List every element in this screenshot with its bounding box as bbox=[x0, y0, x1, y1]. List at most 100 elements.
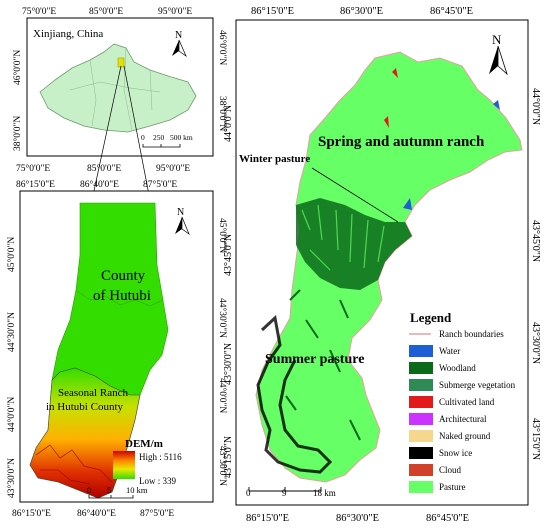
ranch-area-label: Seasonal Ranch bbox=[58, 387, 128, 399]
county-left-tick: 44°0'0"N bbox=[6, 397, 17, 432]
inset-right-tick: 38°0'0"N bbox=[217, 96, 228, 131]
legend-item-label: Submerge vegetation bbox=[439, 380, 516, 390]
spring-autumn-label: Spring and autumn ranch bbox=[318, 134, 485, 150]
snow-ice-patches bbox=[256, 315, 333, 474]
svg-text:0: 0 bbox=[246, 488, 251, 498]
county-right-tick: 44°0'0"N bbox=[217, 378, 228, 413]
svg-text:0: 0 bbox=[87, 485, 91, 495]
legend-item-label: Water bbox=[439, 346, 460, 356]
hutubi-location bbox=[117, 57, 125, 68]
legend-item-label: Architectural bbox=[439, 414, 487, 424]
inset-top-tick: 95°0'0"E bbox=[158, 6, 192, 17]
inset-left-tick: 38°0'0"N bbox=[12, 116, 23, 151]
county-scalebar: 0 5 10 km bbox=[87, 485, 148, 499]
summer-woodland bbox=[285, 289, 361, 441]
svg-text:N: N bbox=[177, 207, 184, 218]
legend-swatch bbox=[409, 345, 433, 357]
county-map: County of Hutubi Seasonal Ranch in Hutub… bbox=[6, 179, 228, 519]
county-right-tick: 43°30'0"N bbox=[217, 446, 228, 486]
inset-north-arrow: N bbox=[172, 30, 187, 58]
county-bottom-tick: 86°15'0"E bbox=[12, 508, 51, 519]
land-cover-legend: Legend Ranch boundaries Water Woodland Subm… bbox=[405, 306, 523, 503]
legend-swatch bbox=[409, 413, 433, 425]
svg-text:18 km: 18 km bbox=[313, 488, 336, 498]
county-label: County bbox=[101, 268, 146, 284]
legend-item-label: Cultivated land bbox=[439, 397, 495, 407]
inset-left-tick: 46°0'0"N bbox=[12, 50, 23, 85]
county-bottom-tick: 87°5'0"E bbox=[140, 508, 174, 519]
svg-text:N: N bbox=[175, 30, 182, 41]
legend-swatch bbox=[409, 464, 433, 476]
legend-swatch bbox=[409, 379, 433, 391]
county-top-tick: 86°15'0"E bbox=[16, 179, 55, 190]
dem-low-label: Low : 339 bbox=[139, 476, 176, 486]
ranch-left-tick: 44°0'0"N bbox=[223, 105, 234, 142]
legend-swatch bbox=[409, 481, 433, 493]
dem-high-label: High : 5116 bbox=[139, 452, 182, 462]
cultivated-patches bbox=[384, 68, 398, 128]
county-north-arrow: N bbox=[175, 207, 190, 235]
county-left-tick: 44°30'0"N bbox=[6, 312, 17, 352]
county-bottom-tick: 86°40'0"E bbox=[77, 508, 116, 519]
legend-item-label: Snow ice bbox=[439, 448, 472, 458]
dem-color-ramp bbox=[113, 451, 135, 479]
woodland-zone bbox=[296, 198, 412, 290]
ranch-right-tick: 43°30'0"N bbox=[530, 322, 541, 364]
ranch-bottom-tick: 86°30'0"E bbox=[336, 513, 379, 524]
ranch-left-tick: 43°30'0"N bbox=[223, 343, 234, 385]
winter-pasture-pointer bbox=[311, 167, 399, 223]
woodland-texture bbox=[301, 204, 385, 271]
legend-item-label: Naked ground bbox=[439, 431, 491, 441]
ranch-right-tick: 43°45'0"N bbox=[530, 220, 541, 262]
legend-swatch bbox=[409, 447, 433, 459]
ranch-scalebar: 0 9 18 km bbox=[246, 487, 336, 498]
inset-map: Xinjiang, China N 0 250 500 km 75°0'0"E … bbox=[12, 6, 228, 174]
inset-bottom-tick: 75°0'0"E bbox=[16, 163, 50, 174]
svg-text:250: 250 bbox=[153, 133, 165, 142]
ranch-area-label: in Hutubi County bbox=[46, 401, 124, 413]
ranch-map: Spring and autumn ranch Winter pasture S… bbox=[223, 6, 541, 524]
inset-right-tick: 46°0'0"N bbox=[217, 30, 228, 65]
legend-title: Legend bbox=[410, 310, 452, 325]
dem-title: DEM/m bbox=[125, 438, 163, 450]
legend-swatch bbox=[409, 430, 433, 442]
legend-item-label: Cloud bbox=[439, 465, 462, 475]
winter-pasture-label: Winter pasture bbox=[239, 153, 310, 165]
inset-scalebar: 0 250 500 km bbox=[141, 133, 193, 148]
county-right-tick: 45°0'0"N bbox=[217, 218, 228, 253]
county-top-tick: 87°5'0"E bbox=[143, 179, 177, 190]
county-left-tick: 45°0'0"N bbox=[6, 237, 17, 272]
inset-top-tick: 75°0'0"E bbox=[22, 6, 56, 17]
svg-text:9: 9 bbox=[282, 488, 287, 498]
ranch-left-tick: 43°45'0"N bbox=[223, 234, 234, 276]
zoom-connector-lines bbox=[91, 65, 151, 201]
legend-item-label: Pasture bbox=[439, 482, 466, 492]
svg-text:10 km: 10 km bbox=[126, 485, 148, 495]
svg-text:0: 0 bbox=[141, 133, 145, 142]
summer-pasture-label: Summer pasture bbox=[265, 352, 364, 367]
ranch-bottom-tick: 86°45'0"E bbox=[426, 513, 469, 524]
ranch-top-tick: 86°30'0"E bbox=[340, 6, 383, 17]
ranch-top-tick: 86°15'0"E bbox=[251, 6, 294, 17]
inset-bottom-tick: 85°0'0"E bbox=[87, 163, 121, 174]
water-body bbox=[403, 198, 412, 210]
county-label: of Hutubi bbox=[93, 288, 151, 304]
legend-swatch bbox=[409, 396, 433, 408]
ranch-north-arrow: N bbox=[489, 32, 508, 76]
inset-title: Xinjiang, China bbox=[33, 28, 103, 40]
ranch-right-tick: 44°0'0"N bbox=[530, 88, 541, 125]
legend-items: Ranch boundaries Water Woodland Submerge ve… bbox=[409, 329, 516, 493]
county-right-tick: 44°30'0"N bbox=[217, 298, 228, 338]
prefecture-boundaries bbox=[69, 47, 161, 131]
ranch-bottom-tick: 86°15'0"E bbox=[246, 513, 289, 524]
svg-text:N: N bbox=[492, 32, 502, 47]
dem-legend: DEM/m High : 5116 Low : 339 bbox=[113, 438, 182, 486]
mountain-ridges bbox=[35, 444, 113, 485]
county-left-tick: 43°30'0"N bbox=[6, 458, 17, 498]
seasonal-ranch-dem bbox=[29, 367, 141, 499]
svg-text:5: 5 bbox=[107, 485, 111, 495]
county-top-tick: 86°40'0"E bbox=[80, 179, 119, 190]
inset-top-tick: 85°0'0"E bbox=[89, 6, 123, 17]
ranch-left-tick: 43°15'0"N bbox=[223, 436, 234, 478]
